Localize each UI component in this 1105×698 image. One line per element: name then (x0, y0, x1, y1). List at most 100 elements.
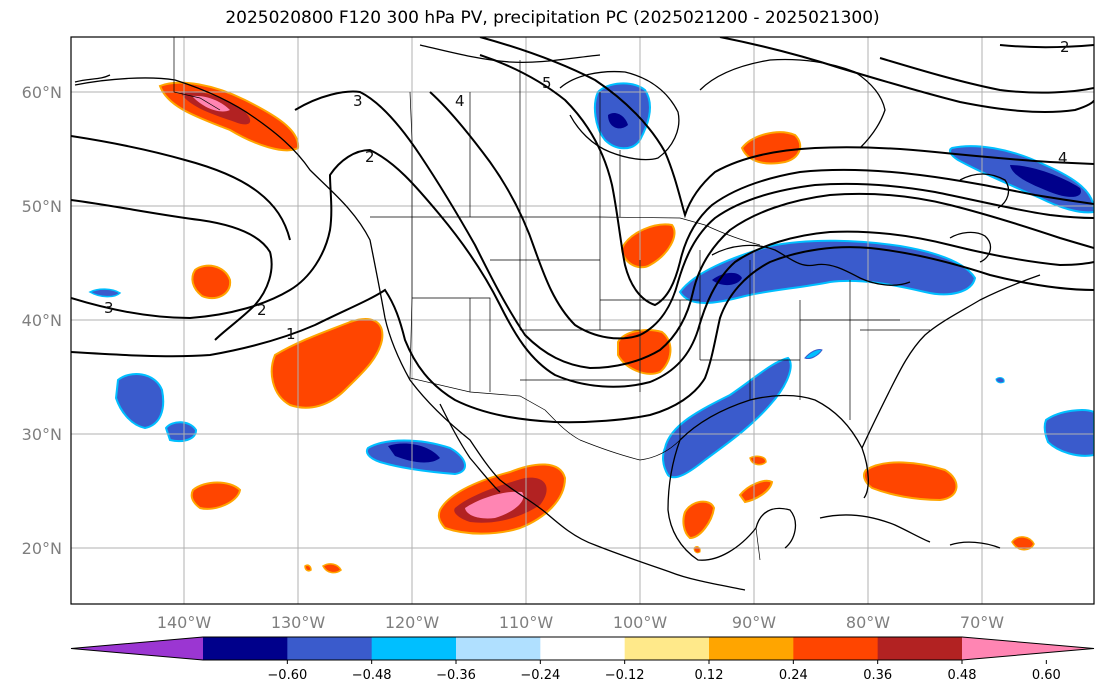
colorbar-swatch (877, 637, 963, 660)
newfoundland-coast (959, 173, 1010, 209)
extreme-positive-anomaly-area (192, 95, 230, 112)
contour-label: 4 (1058, 149, 1068, 167)
negative-anomaly-area (949, 145, 1094, 214)
strong-negative-anomaly-area (608, 113, 628, 129)
pv-contour-2 (71, 148, 1094, 388)
colorbar-swatch (540, 637, 626, 660)
contour-label: 2 (257, 301, 267, 319)
negative-anomaly-area (804, 349, 823, 359)
colorbar-swatch (709, 637, 794, 660)
positive-anomaly-area (191, 264, 232, 300)
negative-anomaly-area (164, 421, 198, 443)
negative-anomaly-area (995, 377, 1005, 384)
colorbar-swatch (287, 637, 373, 660)
hispaniola (949, 541, 1001, 549)
positive-anomaly-area (620, 223, 676, 269)
pv-contours (71, 37, 1094, 424)
contour-label: 3 (353, 92, 363, 110)
pv-contour-2b (71, 199, 273, 341)
lon-label: 110°W (499, 613, 554, 632)
alaska-border (173, 37, 221, 111)
longitude-labels: 140°W 130°W 120°W 110°W 100°W 90°W 80°W … (157, 613, 1004, 632)
colorbar-extend-high (962, 637, 1094, 660)
mexico-guatemala-border (755, 527, 761, 561)
lat-label: 30°N (22, 425, 62, 444)
pv-contour-7 (719, 37, 1094, 114)
colorbar-swatch (624, 637, 710, 660)
arctic-coast (419, 44, 601, 64)
lon-label: 100°W (613, 613, 668, 632)
gulf-coast (679, 394, 869, 499)
colorbar-tick-label: 0.48 (948, 668, 977, 683)
baja-peninsula (439, 403, 501, 493)
extreme-positive-anomaly-area (465, 491, 524, 519)
colorbar-tick-label: −0.60 (267, 668, 307, 683)
colorbar-swatch (371, 637, 457, 660)
colorbar-outline (70, 636, 1095, 661)
strong-negative-anomaly-area (1010, 165, 1081, 197)
lat-label: 60°N (22, 83, 62, 102)
contour-label: 1 (286, 325, 296, 343)
pacific-coastline (74, 77, 746, 591)
atlantic-coast (861, 274, 1041, 449)
pv-contour-8 (879, 57, 1094, 94)
colorbar-tick-label: 0.36 (863, 668, 892, 683)
contour-labels: 1 2 2 2 3 3 4 4 5 (104, 38, 1070, 343)
map-frame (70, 36, 1095, 605)
cuba (819, 514, 931, 543)
colorbar-swatch (456, 637, 541, 660)
positive-anomaly-area (304, 564, 312, 572)
colorbar-tick-label: 0.12 (695, 668, 724, 683)
canada-province-lines (409, 60, 621, 217)
lat-label: 40°N (22, 311, 62, 330)
positive-anomaly-area (863, 461, 958, 502)
lon-label: 140°W (157, 613, 212, 632)
coastlines (74, 44, 1041, 591)
pv-contour-3 (71, 90, 1094, 370)
positive-anomaly-area (682, 500, 716, 540)
pv-contour-1 (71, 246, 1094, 424)
political-borders (173, 37, 930, 561)
colorbar-extend-low (71, 637, 203, 660)
colorbar-swatch (203, 637, 288, 660)
colorbar-tick-label: 0.24 (779, 668, 808, 683)
colorbar-tick-label: −0.36 (436, 668, 476, 683)
colorbar-tick-label: 0.60 (1032, 668, 1061, 683)
us-mexico-border (409, 377, 681, 461)
lon-label: 120°W (385, 613, 440, 632)
colorbar-tick-label: −0.12 (605, 668, 645, 683)
positive-anomaly-area (190, 481, 242, 510)
nova-scotia-coast (949, 231, 992, 263)
negative-anomaly-area (662, 356, 792, 479)
yucatan (755, 507, 797, 549)
hudson-bay (559, 70, 680, 161)
lat-label: 50°N (22, 197, 62, 216)
pv-contour-6 (479, 37, 1094, 219)
negative-anomaly-area (114, 373, 165, 430)
strong-negative-anomaly-area (388, 443, 440, 463)
lon-label: 80°W (846, 613, 890, 632)
us-state-lines (409, 217, 930, 440)
lon-label: 130°W (271, 613, 326, 632)
map-title: 2025020800 F120 300 hPa PV, precipitatio… (225, 8, 880, 28)
lon-label: 90°W (732, 613, 776, 632)
graticule (71, 37, 1094, 604)
pv-contour-5 (479, 54, 1094, 307)
negative-anomaly-area (1043, 409, 1094, 457)
positive-anomaly-area (322, 563, 342, 574)
positive-anomaly-area (270, 318, 384, 409)
pv-contour-4 (429, 91, 1094, 340)
pv-contour-9 (999, 44, 1094, 49)
colorbar: −0.60 −0.48 −0.36 −0.24 −0.12 0.12 0.24 0.36 0.4… (70, 636, 1095, 683)
great-lakes (711, 244, 911, 286)
negative-anomaly-area (593, 82, 651, 150)
mexico-gulf-coast (667, 439, 757, 561)
negative-anomaly-area (88, 288, 122, 298)
lon-label: 70°W (960, 613, 1004, 632)
precip-anomaly-fields (88, 81, 1094, 574)
latitude-labels: 60°N 50°N 40°N 30°N 20°N (22, 83, 62, 558)
colorbar-swatch (793, 637, 879, 660)
contour-label: 4 (455, 92, 465, 110)
alaska-coast (74, 74, 111, 83)
